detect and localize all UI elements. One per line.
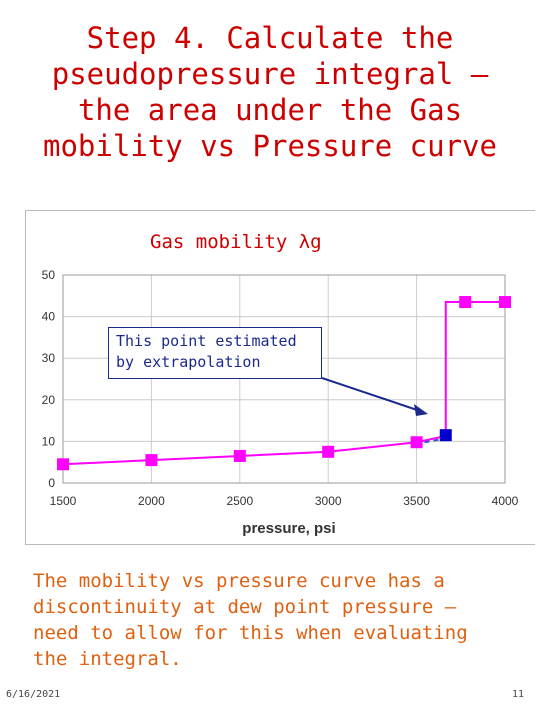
data-point <box>233 449 246 462</box>
x-tick-label: 1500 <box>50 494 77 508</box>
annotation-arrowhead <box>414 404 428 416</box>
y-tick-label: 10 <box>42 434 56 448</box>
extrapolated-point <box>439 429 452 442</box>
chart-frame <box>25 210 535 545</box>
plot-area <box>62 274 506 484</box>
annotation-box: This point estimated by extrapolation <box>108 327 322 379</box>
title-line-3: the area under the Gas <box>77 93 463 127</box>
slide-title: Step 4. Calculate the pseudopressure int… <box>20 20 520 164</box>
extrapolation-line <box>424 438 442 444</box>
title-line-1: Step 4. Calculate the <box>86 21 454 55</box>
y-tick-label: 40 <box>42 310 56 324</box>
y-tick-label: 30 <box>42 351 56 365</box>
title-line-4: mobility vs Pressure curve <box>43 129 497 163</box>
chart-title: Gas mobility λg <box>150 231 322 253</box>
body-text: The mobility vs pressure curve has a dis… <box>33 570 468 670</box>
data-point <box>459 296 472 309</box>
x-axis-label: pressure, psi <box>242 520 335 537</box>
y-tick-label: 0 <box>48 476 55 490</box>
data-point <box>322 445 335 458</box>
x-tick-label: 2000 <box>138 494 165 508</box>
data-point <box>57 458 69 471</box>
x-tick-label: 3500 <box>403 494 430 508</box>
annotation-arrow-line <box>321 377 421 412</box>
y-tick-label: 20 <box>42 393 56 407</box>
page-number: 11 <box>511 689 524 700</box>
data-point <box>145 454 158 467</box>
x-tick-label: 4000 <box>492 494 519 508</box>
y-tick-label: 50 <box>42 268 56 282</box>
data-point <box>499 296 511 309</box>
x-tick-label: 3000 <box>315 494 342 508</box>
annotation-line-2: by extrapolation <box>116 353 261 371</box>
footer-date: 6/16/2021 <box>6 689 61 700</box>
annotation-line-1: This point estimated <box>116 332 297 350</box>
data-point <box>410 436 423 449</box>
x-tick-label: 2500 <box>226 494 253 508</box>
title-line-2: pseudopressure integral – <box>51 57 489 91</box>
